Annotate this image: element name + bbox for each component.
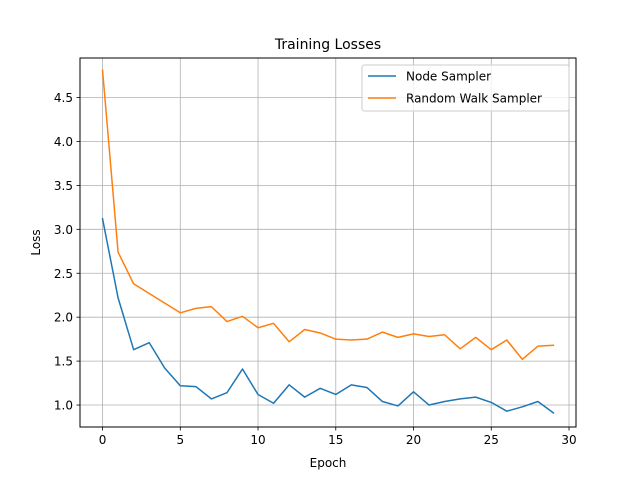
y-tick-label: 4.5 bbox=[54, 91, 73, 105]
series-line-0 bbox=[101, 217, 555, 414]
series-line-1 bbox=[101, 69, 555, 361]
x-tick-label: 10 bbox=[250, 433, 265, 447]
y-tick-label: 1.0 bbox=[54, 399, 73, 413]
y-tick-label: 2.5 bbox=[54, 267, 73, 281]
x-tick-label: 15 bbox=[328, 433, 343, 447]
y-axis-label: Loss bbox=[29, 229, 43, 255]
y-tick-label: 1.5 bbox=[54, 355, 73, 369]
legend-label: Random Walk Sampler bbox=[406, 92, 542, 106]
x-tick-label: 25 bbox=[484, 433, 499, 447]
y-tick-label: 3.0 bbox=[54, 223, 73, 237]
grid-lines bbox=[80, 58, 576, 427]
legend-box bbox=[361, 64, 570, 112]
legend-label: Node Sampler bbox=[406, 70, 491, 84]
plot-frame bbox=[79, 57, 577, 428]
chart-title: Training Losses bbox=[274, 37, 381, 53]
x-tick-label: 0 bbox=[99, 433, 107, 447]
x-tick-label: 5 bbox=[176, 433, 184, 447]
y-tick-label: 3.5 bbox=[54, 179, 73, 193]
x-tick-label: 30 bbox=[561, 433, 576, 447]
data-series bbox=[101, 69, 555, 414]
axis-ticks: 0 5 10 15 20 25 30 1.0 1.5 2.0 2.5 3.0 3.5 4.0 4.5 bbox=[54, 91, 577, 447]
legend: Node Sampler Random Walk Sampler bbox=[361, 64, 570, 112]
x-tick-label: 20 bbox=[406, 433, 421, 447]
x-axis-label: Epoch bbox=[310, 456, 347, 470]
y-tick-label: 4.0 bbox=[54, 135, 73, 149]
y-tick-label: 2.0 bbox=[54, 311, 73, 325]
